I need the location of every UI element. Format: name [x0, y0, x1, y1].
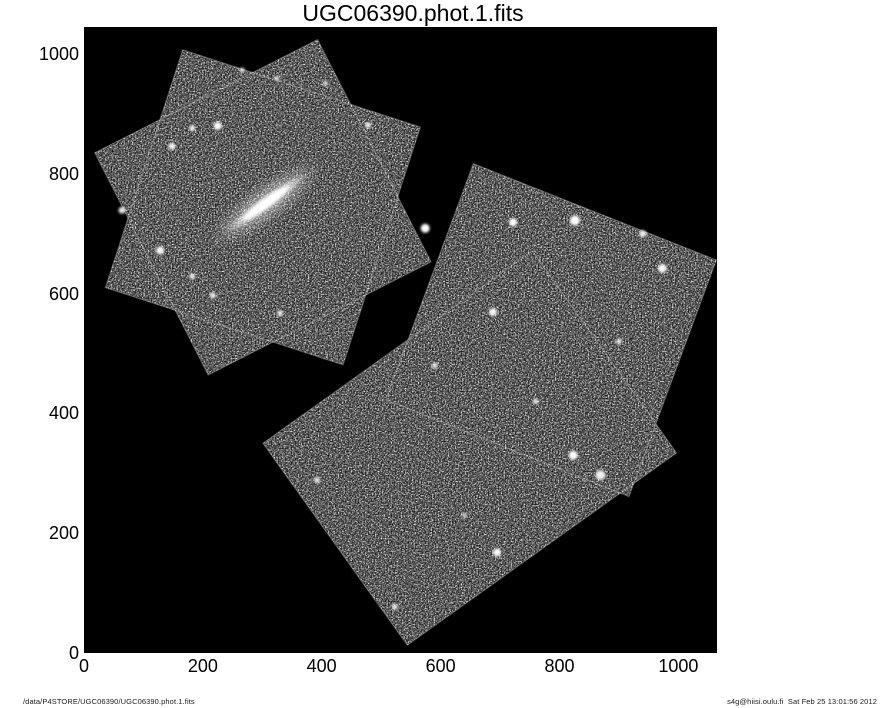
star-point: [239, 67, 245, 73]
x-axis: 0 200 400 600 800 1000: [79, 656, 717, 679]
star-point: [569, 215, 580, 226]
star-point: [118, 206, 126, 214]
y-axis: 0 200 400 600 800 1000: [0, 27, 79, 662]
plot-area: [84, 27, 717, 653]
mosaic-frame-edges: [93, 38, 717, 647]
galaxy-core: [243, 186, 289, 220]
y-tick-label: 400: [48, 403, 79, 424]
star-point: [488, 308, 497, 317]
star-point: [461, 512, 467, 518]
star-point: [509, 218, 518, 227]
star-point: [639, 230, 647, 238]
star-point: [431, 362, 438, 369]
star-point: [189, 273, 196, 280]
star-point: [277, 310, 284, 317]
y-tick-label: 600: [48, 283, 79, 304]
footprint-edge-north-mosaic-square-2: [93, 38, 432, 376]
star-points: [118, 67, 667, 610]
star-point: [532, 398, 539, 405]
user-timestamp-label: s4g@hiisi.oulu.fi Sat Feb 25 13:01:56 20…: [727, 697, 877, 706]
y-tick-label: 0: [68, 643, 79, 663]
star-point: [274, 76, 280, 81]
star-point: [657, 263, 667, 273]
footprint-edge-north-mosaic-square-1: [104, 49, 422, 366]
footprint-edge-south-mosaic-rect-1: [385, 162, 717, 498]
x-tick-label: 1000: [658, 656, 699, 676]
x-tick-label: 400: [306, 656, 337, 676]
footprint-edge-south-mosaic-rect-2: [262, 250, 678, 647]
star-point: [568, 450, 578, 460]
x-tick-label: 800: [544, 656, 575, 676]
x-tick-label: 0: [78, 656, 90, 676]
sky-image-canvas: [93, 38, 717, 647]
star-point: [391, 603, 398, 610]
star-point: [189, 125, 196, 132]
mosaic-footprints: [94, 39, 717, 646]
footprint-south-mosaic-rect-2: [262, 251, 677, 646]
file-path-label: /data/P4STORE/UGC06390/UGC06390.phot.1.f…: [23, 697, 195, 706]
star-point: [213, 121, 222, 130]
star-point: [168, 142, 176, 150]
star-point: [210, 292, 216, 299]
x-tick-label: 600: [425, 656, 456, 676]
galaxy: [209, 159, 323, 247]
figure-title: UGC06390.phot.1.fits: [302, 0, 524, 26]
star-point: [365, 122, 372, 129]
y-tick-label: 1000: [38, 44, 79, 64]
x-tick-label: 200: [187, 656, 218, 676]
y-tick-label: 800: [48, 163, 79, 184]
star-point: [420, 223, 430, 233]
star-point: [615, 338, 622, 345]
star-point: [314, 476, 320, 483]
star-point: [156, 246, 165, 255]
y-tick-label: 200: [48, 523, 79, 544]
star-point: [493, 548, 502, 557]
star-point: [595, 470, 606, 481]
star-point: [322, 80, 328, 86]
